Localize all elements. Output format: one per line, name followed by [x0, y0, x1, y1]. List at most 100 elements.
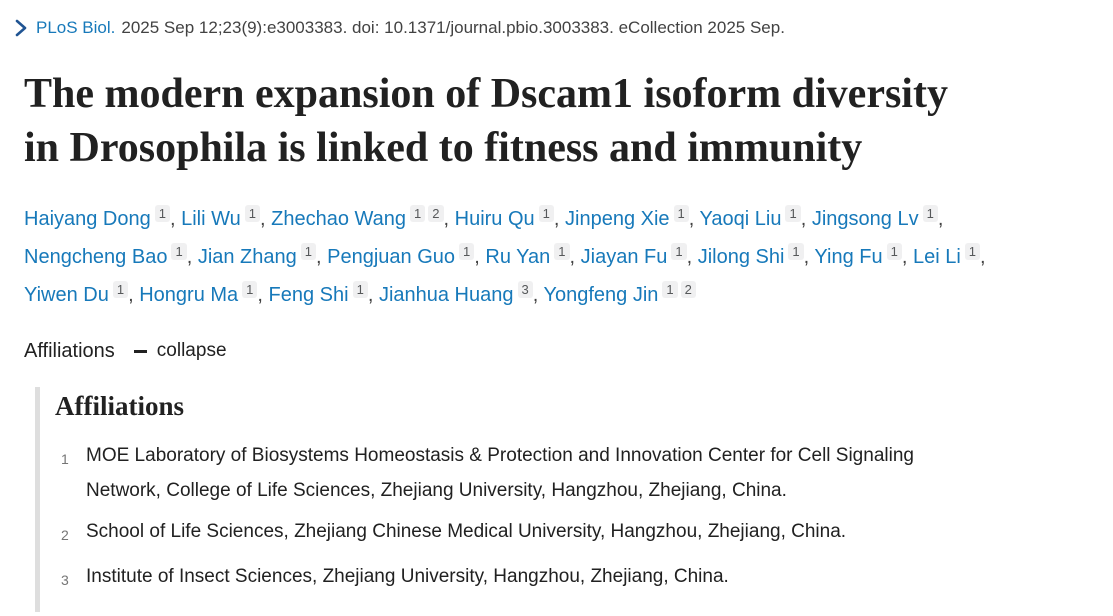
chevron-right-icon[interactable] — [14, 19, 27, 37]
author-item: Ru Yan 1 — [485, 242, 570, 268]
author-affiliation-badge: 1 — [538, 204, 554, 222]
author-separator: , — [443, 207, 455, 230]
article-title: The modern expansion of Dscam1 isoform d… — [24, 71, 948, 171]
collapse-button[interactable]: collapse — [133, 340, 227, 362]
author-affiliation-badge: 1 — [671, 242, 687, 260]
citation-meta: 2025 Sep 12;23(9):e3003383. doi: 10.1371… — [121, 18, 785, 37]
author-item: Jiayan Fu 1 — [580, 242, 687, 268]
affiliation-item: 1 MOE Laboratory of Biosystems Homeostasi… — [61, 438, 1089, 508]
author-item: Ying Fu 1 — [814, 242, 902, 268]
author-separator: , — [901, 245, 913, 268]
author-separator: , — [169, 207, 182, 230]
author-link[interactable]: Yaoqi Liu — [699, 207, 782, 230]
affiliation-item: 2 School of Life Sciences, Zhejiang Chine… — [61, 514, 1089, 553]
author-separator: , — [800, 207, 812, 230]
author-item: Nengcheng Bao 1 — [24, 242, 187, 268]
author-affiliation-badge: 1 — [459, 242, 475, 260]
author-link[interactable]: Hongru Ma — [139, 283, 239, 306]
author-item: Feng Shi 1 — [268, 280, 368, 306]
author-separator: , — [569, 245, 581, 268]
author-item: Jinpeng Xie 1 — [565, 204, 689, 230]
author-item: Jianhua Huang 3 — [378, 280, 533, 306]
affiliation-number: 1 — [61, 450, 69, 467]
author-separator: , — [688, 207, 700, 230]
author-item: Jingsong Lv 1 — [811, 204, 938, 230]
author-link[interactable]: Pengjuan Guo — [327, 245, 456, 268]
citation-row: PLoS Biol. 2025 Sep 12;23(9):e3003383. d… — [14, 18, 1089, 38]
author-link[interactable]: Jinpeng Xie — [565, 207, 670, 230]
author-item: Pengjuan Guo 1 — [327, 242, 475, 268]
author-link[interactable]: Ying Fu — [814, 245, 883, 268]
author-link[interactable]: Jiayan Fu — [580, 245, 668, 268]
author-affiliation-badge: 1 — [171, 242, 187, 260]
author-item: Yiwen Du 1 — [24, 280, 129, 306]
author-affiliation-badge: 2 — [428, 204, 444, 222]
affiliation-text: School of Life Sciences, Zhejiang Chines… — [86, 520, 847, 542]
author-affiliation-badge: 2 — [680, 280, 696, 298]
affiliations-panel: Affiliations 1 MOE Laboratory of Biosyste… — [35, 386, 1089, 612]
author-link[interactable]: Lei Li — [912, 245, 961, 268]
author-link[interactable]: Zhechao Wang — [271, 207, 407, 230]
author-affiliation-badge: 1 — [673, 204, 689, 222]
author-separator: , — [553, 207, 566, 230]
collapse-button-label: collapse — [156, 340, 227, 361]
author-affiliation-badge: 1 — [410, 204, 426, 222]
author-item: Yongfeng Jin 1 2 — [543, 280, 696, 306]
author-link[interactable]: Lili Wu — [181, 207, 241, 230]
author-separator: , — [260, 207, 272, 230]
affiliations-heading: Affiliations — [55, 390, 185, 421]
author-item: Lei Li 1 — [912, 242, 981, 268]
author-item: Lili Wu 1 — [181, 204, 260, 230]
author-link[interactable]: Yongfeng Jin — [543, 283, 659, 306]
author-affiliation-badge: 1 — [964, 242, 981, 260]
author-affiliation-badge: 1 — [300, 242, 317, 260]
author-link[interactable]: Haiyang Dong — [24, 207, 151, 230]
author-separator: , — [257, 283, 269, 306]
author-separator: , — [186, 245, 198, 268]
author-affiliation-badge: 1 — [352, 280, 368, 298]
author-item: Yaoqi Liu 1 — [699, 204, 801, 230]
author-affiliation-badge: 1 — [662, 280, 678, 298]
affiliations-toggle-row: Affiliations collapse — [24, 340, 1089, 363]
affiliation-item: 3 Institute of Insect Sciences, Zhejiang … — [61, 559, 1089, 598]
author-separator: , — [316, 245, 328, 268]
author-link[interactable]: Nengcheng Bao — [24, 245, 168, 268]
affiliation-text: MOE Laboratory of Biosystems Homeostasis… — [86, 444, 914, 501]
author-item: Zhechao Wang 1 2 — [271, 204, 444, 230]
journal-link[interactable]: PLoS Biol. — [36, 18, 116, 37]
author-affiliation-badge: 1 — [788, 242, 804, 260]
author-affiliation-badge: 3 — [517, 280, 533, 298]
author-link[interactable]: Feng Shi — [268, 283, 349, 306]
author-affiliation-badge: 1 — [886, 242, 902, 260]
author-item: Huiru Qu 1 — [454, 204, 554, 230]
author-affiliation-badge: 1 — [242, 280, 258, 298]
author-affiliation-badge: 1 — [112, 280, 129, 298]
author-separator: , — [532, 283, 544, 306]
author-link[interactable]: Jilong Shi — [697, 245, 785, 268]
author-affiliation-badge: 1 — [554, 242, 570, 260]
author-link[interactable]: Jingsong Lv — [811, 207, 919, 230]
author-item: Hongru Ma 1 — [139, 280, 258, 306]
author-affiliation-badge: 1 — [785, 204, 801, 222]
author-separator: , — [474, 245, 486, 268]
author-link[interactable]: Huiru Qu — [454, 207, 535, 230]
affiliations-toggle-label: Affiliations — [24, 339, 115, 362]
author-item: Jian Zhang 1 — [197, 242, 317, 268]
author-link[interactable]: Ru Yan — [485, 245, 551, 268]
affiliations-list: 1 MOE Laboratory of Biosystems Homeostasi… — [61, 438, 1089, 598]
author-separator: , — [980, 245, 986, 268]
affiliation-number: 2 — [61, 526, 69, 543]
author-separator: , — [937, 207, 944, 230]
author-item: Haiyang Dong 1 — [24, 204, 170, 230]
author-separator: , — [803, 245, 815, 268]
minus-icon — [133, 349, 147, 353]
author-separator: , — [367, 283, 379, 306]
author-link[interactable]: Jianhua Huang — [378, 283, 514, 306]
author-link[interactable]: Jian Zhang — [197, 245, 297, 268]
author-link[interactable]: Yiwen Du — [24, 283, 109, 306]
authors-list: Haiyang Dong 1, Lili Wu 1, Zhechao Wang 1 2,… — [24, 200, 1014, 314]
author-item: Jilong Shi 1 — [697, 242, 804, 268]
affiliation-number: 3 — [61, 571, 69, 588]
author-affiliation-badge: 1 — [154, 204, 170, 222]
